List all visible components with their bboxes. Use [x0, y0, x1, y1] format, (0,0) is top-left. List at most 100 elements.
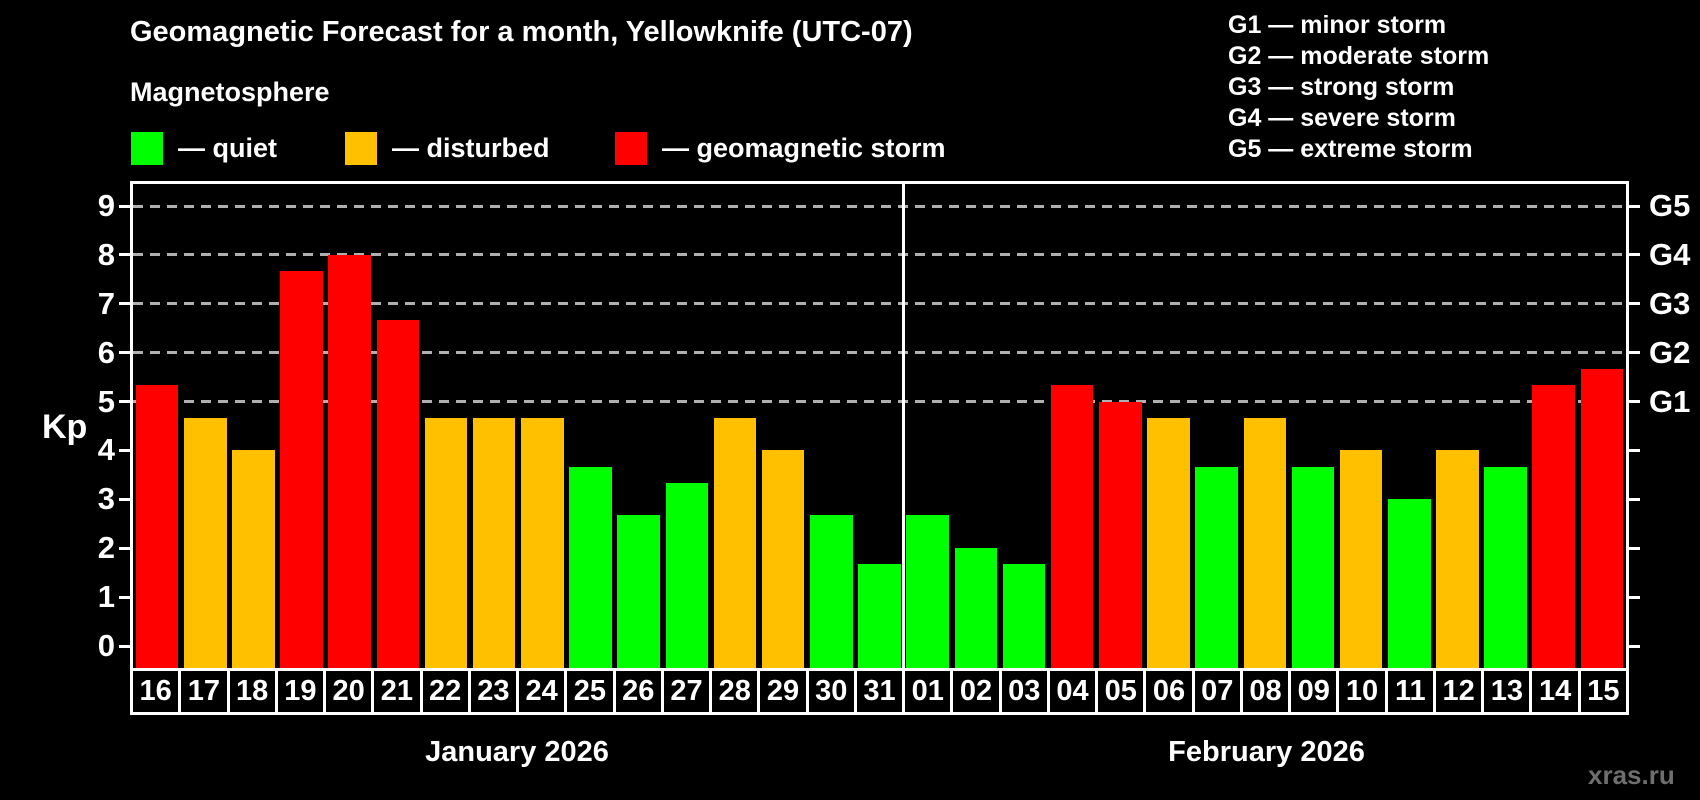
- y-axis-tick-label-7: 7: [97, 285, 115, 321]
- day-label-feb-02: 02: [950, 668, 1002, 715]
- kp-bar-feb-05: [1099, 401, 1142, 668]
- storm-scale-line-g1: G1 — minor storm: [1228, 11, 1447, 39]
- storm-color-swatch: [615, 132, 647, 165]
- g-axis-label-g1: G1: [1649, 383, 1691, 419]
- kp-bar-feb-03: [1002, 564, 1046, 668]
- day-label-feb-06: 06: [1143, 668, 1195, 715]
- kp-bar-jan-27: [665, 483, 709, 668]
- g-axis-tick-6: [1629, 351, 1640, 355]
- gridline-kp6: [133, 351, 1626, 355]
- day-label-text: 17: [187, 675, 220, 707]
- day-label-jan-23: 23: [467, 668, 520, 715]
- g-axis-tick-5: [1629, 400, 1640, 404]
- kp-bar-feb-06: [1147, 417, 1190, 668]
- y-axis-tick-label-2: 2: [97, 530, 115, 566]
- day-label-text: 30: [815, 675, 848, 707]
- day-label-feb-04: 04: [1046, 668, 1099, 715]
- day-label-text: 03: [1008, 675, 1041, 707]
- day-label-jan-20: 20: [323, 668, 375, 715]
- kp-bar-jan-24: [521, 417, 564, 668]
- kp-bar-jan-29: [761, 450, 805, 668]
- kp-bar-jan-25: [569, 466, 612, 668]
- day-label-jan-19: 19: [274, 668, 327, 715]
- day-label-text: 10: [1345, 675, 1379, 707]
- day-label-feb-01: 01: [902, 668, 954, 715]
- g-axis-tick-2: [1629, 546, 1640, 550]
- day-label-text: 23: [477, 675, 510, 707]
- day-label-jan-22: 22: [419, 668, 471, 715]
- day-label-feb-10: 10: [1336, 668, 1388, 715]
- g-axis-label-g3: G3: [1649, 285, 1691, 321]
- kp-bar-jan-20: [328, 254, 371, 668]
- day-label-text: 11: [1394, 675, 1426, 707]
- day-label-text: 06: [1152, 675, 1186, 707]
- month-label-february: February 2026: [1168, 736, 1365, 768]
- day-label-text: 18: [236, 675, 269, 707]
- kp-bar-feb-02: [954, 548, 998, 668]
- day-label-jan-29: 29: [757, 668, 809, 715]
- day-label-text: 16: [139, 675, 172, 707]
- y-axis-tick-4: [119, 448, 130, 452]
- g-axis-tick-4: [1629, 448, 1640, 452]
- day-label-jan-31: 31: [853, 668, 906, 715]
- legend-item-storm: — geomagnetic storm: [615, 132, 946, 165]
- quiet-color-swatch: [131, 132, 163, 165]
- page-title: Geomagnetic Forecast for a month, Yellow…: [130, 16, 913, 48]
- day-label-feb-13: 13: [1481, 668, 1533, 715]
- day-label-jan-26: 26: [612, 668, 664, 715]
- kp-bar-feb-07: [1195, 466, 1238, 668]
- legend-item-quiet: — quiet: [131, 132, 277, 165]
- disturbed-color-swatch: [345, 132, 377, 165]
- day-label-text: 01: [911, 675, 944, 707]
- kp-bar-jan-19: [280, 271, 323, 668]
- day-label-text: 08: [1249, 675, 1282, 707]
- g-axis-tick-9: [1629, 204, 1640, 208]
- day-label-text: 31: [863, 675, 896, 707]
- storm-scale-legend: G1 — minor storm G2 — moderate storm G3 …: [1228, 10, 1489, 165]
- day-label-feb-15: 15: [1577, 668, 1629, 715]
- gridline-kp8: [133, 253, 1626, 257]
- g-axis-tick-7: [1629, 302, 1640, 306]
- magnetosphere-heading: Magnetosphere: [130, 77, 330, 107]
- y-axis-tick-7: [119, 302, 130, 306]
- day-label-feb-07: 07: [1191, 668, 1243, 715]
- g-axis-label-g5: G5: [1649, 188, 1691, 223]
- day-label-text: 26: [622, 675, 655, 707]
- day-label-feb-08: 08: [1239, 668, 1292, 715]
- day-label-feb-09: 09: [1288, 668, 1340, 715]
- kp-bar-feb-14: [1532, 385, 1576, 668]
- day-label-jan-16: 16: [130, 668, 182, 715]
- y-axis-title: Kp: [42, 408, 88, 446]
- y-axis-tick-label-5: 5: [97, 383, 115, 419]
- day-label-text: 05: [1104, 675, 1137, 707]
- day-label-text: 24: [525, 675, 558, 707]
- day-label-text: 12: [1442, 675, 1475, 707]
- kp-bar-feb-04: [1050, 385, 1094, 668]
- y-axis-tick-3: [119, 497, 130, 501]
- kp-bar-feb-09: [1291, 466, 1335, 668]
- day-label-feb-05: 05: [1095, 668, 1147, 715]
- storm-scale-line-g2: G2 — moderate storm: [1228, 42, 1490, 70]
- kp-bar-jan-21: [376, 319, 420, 668]
- y-axis-tick-label-3: 3: [97, 481, 115, 517]
- day-label-text: 13: [1490, 675, 1523, 707]
- kp-bar-feb-12: [1436, 450, 1479, 668]
- day-label-text: 07: [1201, 675, 1234, 707]
- kp-bar-jan-17: [183, 417, 227, 668]
- y-axis-tick-9: [119, 204, 130, 208]
- g-axis-label-g2: G2: [1649, 334, 1691, 370]
- day-label-feb-12: 12: [1432, 668, 1485, 715]
- g-axis-label-g4: G4: [1649, 236, 1691, 272]
- gridline-kp9: [133, 204, 1626, 208]
- day-label-jan-21: 21: [371, 668, 423, 715]
- day-label-jan-17: 17: [178, 668, 230, 715]
- y-axis-tick-label-9: 9: [97, 188, 115, 223]
- y-axis-tick-6: [119, 351, 130, 355]
- kp-bar-jan-23: [472, 417, 516, 668]
- day-label-text: 15: [1587, 675, 1620, 707]
- watermark-xras-ru: xras.ru: [1588, 760, 1675, 790]
- day-label-text: 20: [332, 675, 365, 707]
- y-axis-tick-2: [119, 546, 130, 550]
- storm-scale-line-g4: G4 — severe storm: [1228, 104, 1456, 132]
